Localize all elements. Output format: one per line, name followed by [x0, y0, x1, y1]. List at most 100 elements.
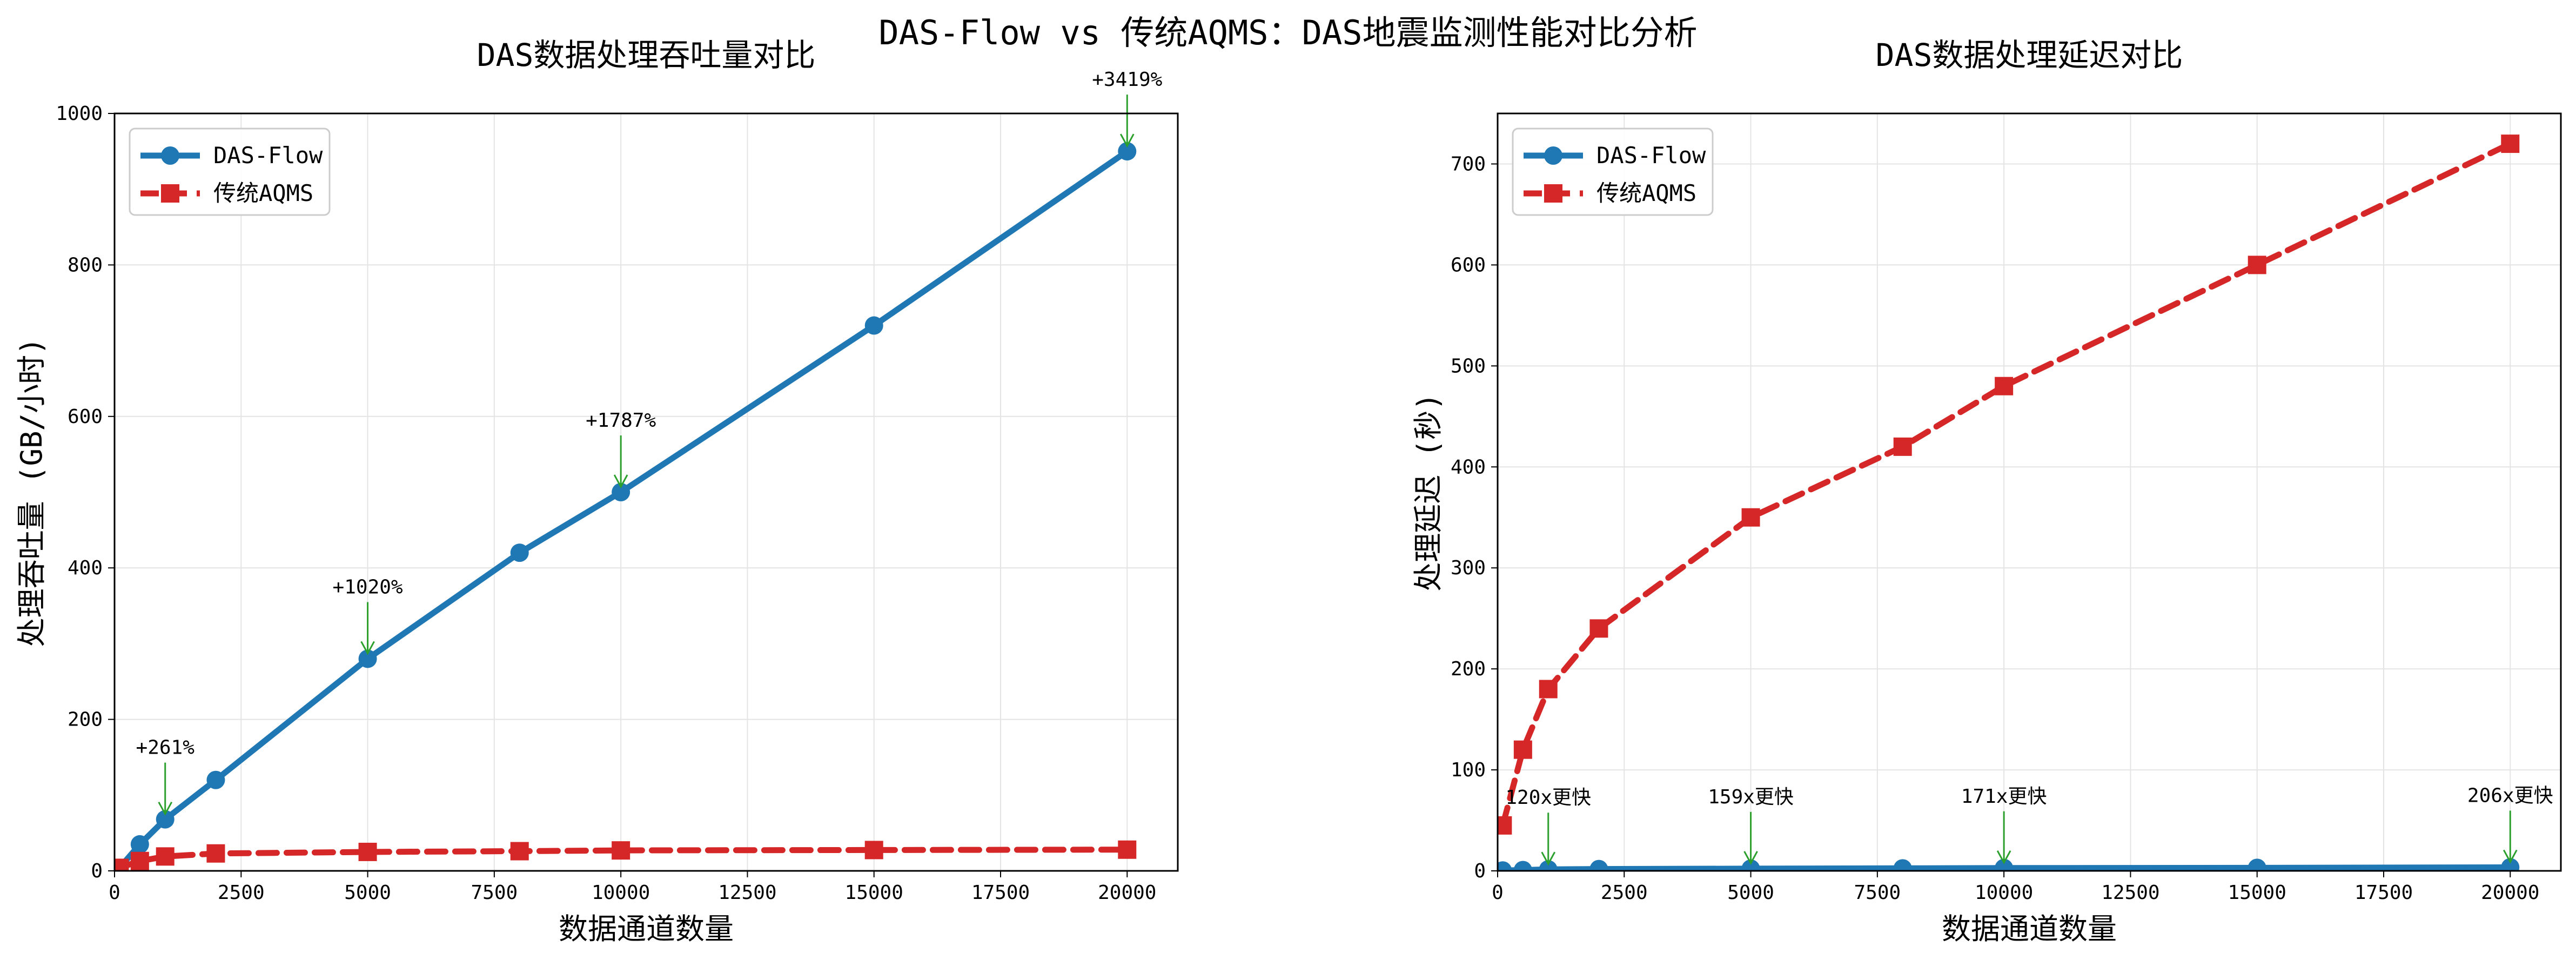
data-point: [358, 842, 377, 861]
x-axis-label: 数据通道数量: [559, 912, 734, 946]
chart-title: DAS数据处理延迟对比: [1876, 37, 2183, 73]
x-tick-label: 15000: [845, 882, 903, 904]
y-tick-label: 0: [1474, 860, 1486, 882]
data-point: [1589, 619, 1608, 638]
y-tick-label: 200: [1451, 658, 1486, 680]
chart-title: DAS数据处理吞吐量对比: [477, 37, 816, 73]
data-point: [1589, 860, 1608, 871]
data-point: [2501, 135, 2520, 153]
annotation-arrowhead: [360, 641, 375, 655]
series-line: [116, 148, 1130, 871]
data-point: [1118, 840, 1137, 859]
y-tick-label: 0: [91, 860, 103, 882]
annotation-label: +3419%: [1092, 69, 1162, 91]
data-point: [1118, 142, 1137, 161]
data-point: [1995, 858, 2014, 871]
legend-label: 传统AQMS: [213, 180, 313, 206]
x-tick-label: 17500: [2354, 882, 2413, 904]
data-point: [1741, 859, 1760, 871]
data-point: [156, 847, 175, 866]
annotation-arrowhead: [1541, 851, 1556, 866]
y-tick-label: 600: [68, 406, 103, 428]
annotation-label: 159x更快: [1708, 786, 1794, 808]
data-point: [130, 851, 149, 870]
y-tick-label: 500: [1451, 355, 1486, 377]
x-tick-label: 0: [1492, 882, 1504, 904]
x-tick-label: 2500: [1601, 882, 1648, 904]
y-axis-label: 处理延迟 (秒): [1411, 393, 1445, 592]
y-axis-label: 处理吞吐量 (GB/小时): [15, 337, 49, 647]
annotation-arrowhead: [1119, 133, 1135, 148]
data-point: [130, 835, 149, 854]
data-point: [864, 316, 883, 335]
annotation-arrowhead: [1996, 850, 2011, 864]
x-tick-label: 7500: [471, 882, 518, 904]
throughput-chart: 0 2500 5000 7500 10000 12500 15000 17500 20000 0 2…: [15, 37, 1179, 946]
x-tick-label: 7500: [1854, 882, 1901, 904]
x-tick-label: 12500: [718, 882, 776, 904]
data-point: [510, 543, 529, 562]
y-tick-label: 300: [1451, 557, 1486, 579]
data-point: [1513, 861, 1532, 871]
legend-label: DAS-Flow: [213, 142, 323, 169]
data-point: [1893, 437, 1912, 456]
annotation-arrowhead: [2503, 849, 2518, 864]
annotation-arrowhead: [158, 801, 173, 816]
x-tick-label: 10000: [1975, 882, 2033, 904]
data-point: [612, 483, 630, 501]
y-tick-label: 100: [1451, 759, 1486, 781]
x-axis-label: 数据通道数量: [1942, 912, 2117, 946]
annotation-label: 206x更快: [2467, 784, 2553, 807]
annotation-label: 171x更快: [1961, 786, 2047, 808]
data-point: [358, 649, 377, 668]
data-point: [612, 841, 630, 860]
data-point: [2501, 858, 2520, 871]
data-point: [2248, 256, 2266, 274]
annotation-label: +1787%: [586, 409, 656, 432]
legend-label: 传统AQMS: [1596, 180, 1696, 206]
data-point: [206, 770, 225, 789]
annotation-label: 120x更快: [1505, 787, 1591, 809]
legend-label: DAS-Flow: [1596, 142, 1706, 169]
figure-title: DAS-Flow vs 传统AQMS：DAS地震监测性能对比分析: [878, 13, 1697, 52]
y-tick-label: 700: [1451, 153, 1486, 175]
legend-marker: [161, 146, 179, 165]
annotation-label: +261%: [136, 737, 195, 759]
annotation-label: +1020%: [333, 576, 403, 598]
data-point: [1995, 377, 2014, 395]
series-line: [1499, 140, 2513, 829]
y-tick-label: 200: [68, 709, 103, 731]
x-tick-label: 20000: [2481, 882, 2539, 904]
data-point: [1741, 508, 1760, 527]
data-point: [1539, 680, 1558, 699]
axes-frame: [1497, 112, 2562, 872]
plot-area: [1498, 135, 2520, 871]
data-point: [1513, 740, 1532, 759]
y-tick-label: 600: [1451, 254, 1486, 276]
data-point: [510, 842, 529, 861]
y-tick-label: 800: [68, 254, 103, 276]
x-tick-label: 17500: [971, 882, 1030, 904]
data-point: [156, 810, 175, 829]
data-point: [206, 844, 225, 863]
x-tick-label: 12500: [2101, 882, 2159, 904]
x-tick-label: 0: [109, 882, 120, 904]
x-tick-label: 20000: [1098, 882, 1156, 904]
data-point: [1498, 816, 1512, 835]
y-tick-label: 400: [1451, 456, 1486, 478]
annotation-arrowhead: [613, 474, 628, 489]
annotation-arrowhead: [1743, 851, 1758, 865]
legend-marker: [161, 184, 179, 203]
y-tick-label: 1000: [56, 103, 103, 125]
data-point: [115, 858, 129, 871]
axes-frame: [113, 112, 1179, 872]
x-tick-label: 2500: [218, 882, 265, 904]
latency-chart: 0 2500 5000 7500 10000 12500 15000 17500 20000 0 1…: [1411, 37, 2562, 946]
data-point: [2248, 858, 2266, 871]
plot-area: [115, 142, 1137, 871]
x-tick-label: 15000: [2228, 882, 2286, 904]
x-tick-label: 10000: [592, 882, 650, 904]
x-tick-label: 5000: [1727, 882, 1774, 904]
data-point: [1893, 859, 1912, 871]
